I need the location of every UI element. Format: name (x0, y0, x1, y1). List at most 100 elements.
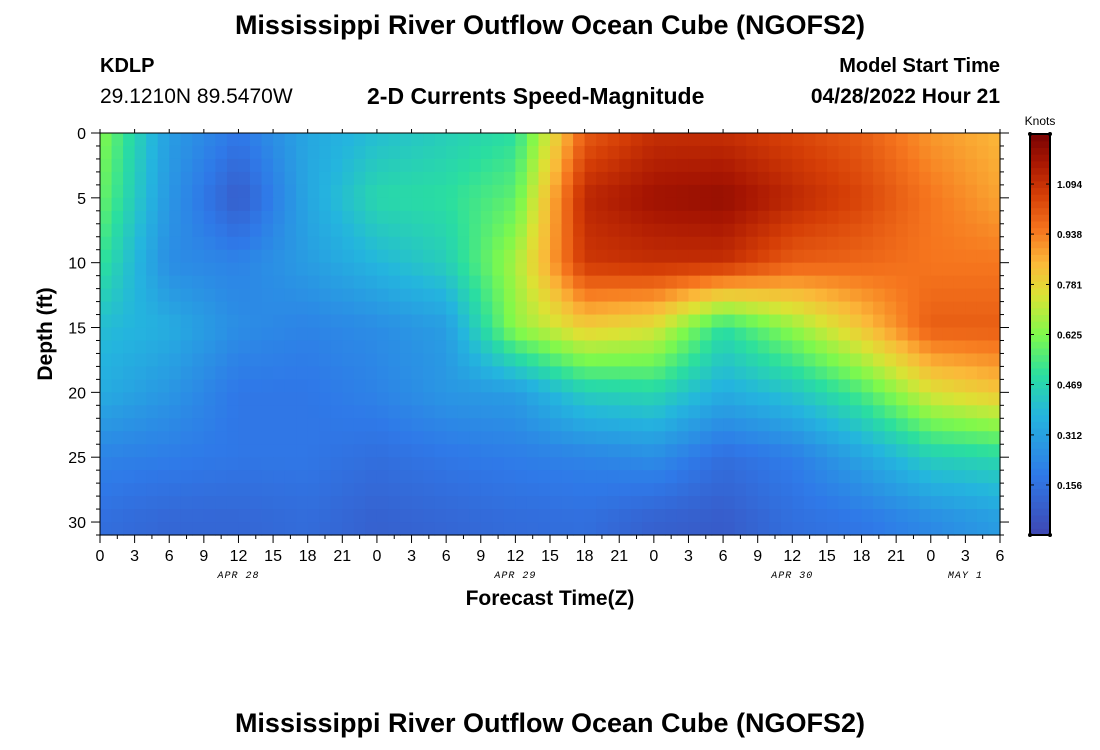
x-tick-label: 15 (541, 548, 559, 565)
heatmap-cell (342, 184, 355, 199)
heatmap-cell (226, 133, 240, 147)
heatmap-cell (192, 133, 205, 147)
heatmap-cell (803, 158, 816, 173)
heatmap-cell (826, 483, 840, 497)
heatmap-cell (388, 236, 401, 251)
heatmap-cell (180, 314, 193, 329)
heatmap-cell (942, 327, 955, 342)
heatmap-cell (550, 275, 563, 290)
heatmap-cell (457, 496, 470, 510)
heatmap-cell (630, 431, 643, 445)
heatmap-cell (446, 327, 459, 342)
heatmap-cell (688, 249, 701, 264)
heatmap-cell (180, 509, 193, 523)
heatmap-cell (226, 197, 240, 212)
heatmap-cell (123, 171, 136, 186)
heatmap-cell (953, 392, 966, 406)
heatmap-cell (180, 262, 193, 277)
heatmap-cell (619, 457, 632, 471)
heatmap-cell (780, 483, 793, 497)
heatmap-cell (123, 223, 136, 238)
heatmap-cell (642, 496, 655, 510)
heatmap-cell (261, 366, 274, 380)
heatmap-cell (400, 405, 413, 419)
heatmap-cell (988, 262, 1001, 277)
heatmap-cell (976, 210, 990, 225)
heatmap-cell (169, 314, 182, 329)
heatmap-cell (930, 366, 943, 380)
heatmap-cell (653, 418, 666, 432)
heatmap-cell (700, 366, 713, 380)
heatmap-cell (273, 249, 286, 264)
heatmap-cell (250, 418, 263, 432)
heatmap-cell (976, 483, 990, 497)
heatmap-cell (826, 457, 840, 471)
heatmap-cell (215, 496, 228, 510)
heatmap-cell (803, 262, 816, 277)
x-tick-label: 0 (926, 548, 935, 565)
heatmap-cell (850, 184, 863, 199)
heatmap-cell (376, 418, 390, 432)
heatmap-cell (573, 236, 586, 251)
heatmap-cell (942, 522, 955, 536)
heatmap-cell (434, 483, 447, 497)
heatmap-cell (746, 522, 759, 536)
heatmap-cell (861, 288, 874, 303)
heatmap-cell (723, 353, 736, 368)
heatmap-cell (861, 405, 874, 419)
heatmap-cell (757, 184, 770, 199)
heatmap-cell (550, 340, 563, 355)
heatmap-cell (584, 171, 597, 186)
heatmap-cell (711, 210, 724, 225)
heatmap-cell (930, 249, 943, 264)
heatmap-cell (284, 470, 297, 484)
heatmap-cell (146, 236, 159, 251)
heatmap-cell (469, 158, 482, 173)
heatmap-cell (319, 145, 332, 160)
heatmap-cell (261, 314, 274, 329)
colorbar-band (1030, 401, 1050, 409)
heatmap-cell (353, 210, 366, 225)
heatmap-cell (480, 236, 493, 251)
heatmap-cell (515, 457, 528, 471)
heatmap-cell (365, 392, 378, 406)
heatmap-cell (296, 184, 309, 199)
heatmap-cell (873, 405, 886, 419)
heatmap-cell (769, 301, 782, 316)
heatmap-cell (976, 158, 990, 173)
heatmap-cell (919, 405, 932, 419)
x-tick-label: 21 (887, 548, 905, 565)
heatmap-cell (769, 314, 782, 329)
heatmap-cell (353, 496, 366, 510)
heatmap-cell (815, 353, 828, 368)
heatmap-cell (884, 470, 897, 484)
heatmap-cell (988, 301, 1001, 316)
heatmap-cell (907, 366, 920, 380)
heatmap-cell (907, 379, 920, 393)
heatmap-cell (503, 431, 516, 445)
heatmap-cell (711, 301, 724, 316)
heatmap-cell (169, 210, 182, 225)
heatmap-cell (630, 418, 643, 432)
heatmap-cell (653, 184, 666, 199)
heatmap-cell (250, 262, 263, 277)
heatmap-cell (884, 171, 897, 186)
heatmap-cell (653, 353, 666, 368)
heatmap-cell (711, 275, 724, 290)
heatmap-cell (780, 340, 793, 355)
heatmap-cell (584, 444, 597, 458)
heatmap-cell (226, 184, 240, 199)
heatmap-cell (446, 184, 459, 199)
heatmap-cell (515, 145, 528, 160)
heatmap-cell (469, 366, 482, 380)
heatmap-cell (146, 223, 159, 238)
heatmap-cell (550, 483, 563, 497)
heatmap-cell (757, 223, 770, 238)
heatmap-cell (157, 353, 170, 368)
heatmap-cell (100, 353, 113, 368)
heatmap-cell (965, 418, 978, 432)
heatmap-cell (584, 379, 597, 393)
heatmap-cell (492, 522, 505, 536)
heatmap-cell (192, 314, 205, 329)
heatmap-cell (146, 158, 159, 173)
